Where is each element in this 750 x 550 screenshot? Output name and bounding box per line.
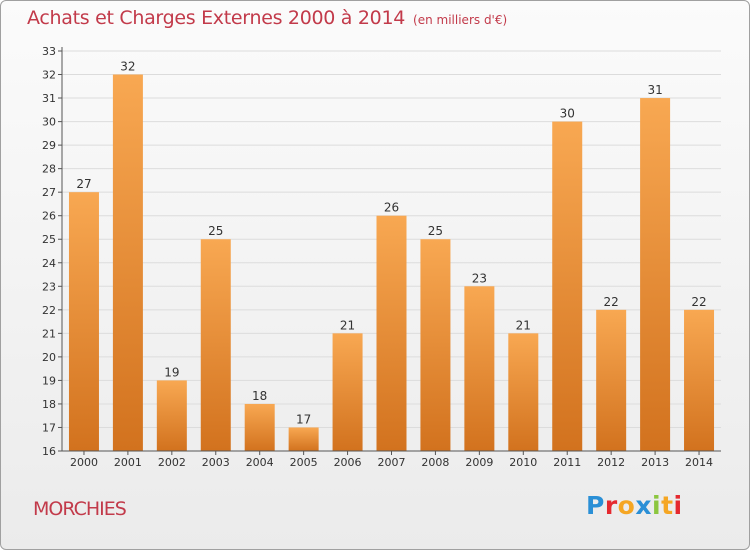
- unit-subtitle: (en milliers d'€): [413, 13, 508, 27]
- y-tick-label: 25: [42, 233, 56, 246]
- x-tick-label-2010: 2010: [509, 456, 537, 469]
- bar-2003: [200, 239, 231, 451]
- value-label-2005: 17: [296, 412, 311, 426]
- value-label-2000: 27: [76, 177, 91, 191]
- x-tick-label-2011: 2011: [553, 456, 581, 469]
- logo-letter: i: [652, 491, 662, 520]
- y-tick-label: 24: [42, 257, 56, 270]
- logo-letter: x: [635, 491, 652, 520]
- value-label-2004: 18: [252, 389, 267, 403]
- y-tick-label: 21: [42, 327, 56, 340]
- value-label-2010: 21: [516, 318, 531, 332]
- title-text: Achats et Charges Externes 2000 à 2014: [27, 7, 406, 29]
- value-label-2011: 30: [560, 107, 575, 121]
- x-tick-label-2006: 2006: [334, 456, 362, 469]
- value-label-2008: 25: [428, 224, 443, 238]
- x-tick-label-2004: 2004: [246, 456, 274, 469]
- bar-2012: [596, 309, 627, 451]
- value-label-2012: 22: [604, 295, 619, 309]
- x-tick-label-2005: 2005: [290, 456, 318, 469]
- value-label-2001: 32: [120, 60, 135, 74]
- value-label-2009: 23: [472, 271, 487, 285]
- labels-layer: 27 32 19 25 18 17 21 26 25 23 21 30 22 31 22: [76, 60, 706, 427]
- y-tick-label: 28: [42, 163, 56, 176]
- y-tick-label: 20: [42, 351, 56, 364]
- value-label-2007: 26: [384, 201, 399, 215]
- bar-2000: [68, 192, 99, 452]
- bar-2005: [288, 427, 319, 451]
- value-label-2014: 22: [691, 295, 706, 309]
- x-tick-label-2014: 2014: [685, 456, 713, 469]
- y-tick-label: 19: [42, 374, 56, 387]
- bar-2001: [112, 74, 143, 451]
- y-tick-label: 18: [42, 398, 56, 411]
- chart-title: Achats et Charges Externes 2000 à 2014 (e…: [27, 7, 507, 29]
- bar-2006: [332, 333, 363, 451]
- y-tick-label: 16: [42, 445, 56, 458]
- x-tick-label-2013: 2013: [641, 456, 669, 469]
- logo-letter: r: [604, 491, 618, 520]
- logo-letter: t: [661, 491, 674, 520]
- y-tick-label: 33: [42, 45, 56, 58]
- y-tick-label: 30: [42, 116, 56, 129]
- value-label-2006: 21: [340, 318, 355, 332]
- value-label-2003: 25: [208, 224, 223, 238]
- bar-2010: [508, 333, 539, 451]
- y-tick-label: 17: [42, 421, 56, 434]
- logo-letter: P: [586, 491, 605, 520]
- x-tick-label-2012: 2012: [597, 456, 625, 469]
- commune-name: MORCHIES: [33, 498, 127, 520]
- bar-2009: [464, 286, 495, 451]
- logo-letter: o: [617, 491, 636, 520]
- y-tick-label: 32: [42, 69, 56, 82]
- bar-2002: [156, 380, 187, 451]
- x-tick-label-2008: 2008: [421, 456, 449, 469]
- y-tick-label: 31: [42, 92, 56, 105]
- x-tick-label-2001: 2001: [114, 456, 142, 469]
- x-tick-label-2000: 2000: [70, 456, 98, 469]
- proxiti-logo: Proxiti: [586, 491, 683, 520]
- bar-2008: [420, 239, 451, 451]
- x-tick-label-2003: 2003: [202, 456, 230, 469]
- x-tick-label-2007: 2007: [378, 456, 406, 469]
- x-tick-label-2002: 2002: [158, 456, 186, 469]
- y-tick-label: 22: [42, 304, 56, 317]
- y-tick-label: 23: [42, 280, 56, 293]
- bar-2011: [552, 121, 583, 452]
- value-label-2002: 19: [164, 365, 179, 379]
- bar-2007: [376, 215, 407, 451]
- bar-2013: [640, 98, 671, 451]
- y-tick-label: 26: [42, 210, 56, 223]
- y-tick-label: 29: [42, 139, 56, 152]
- x-tick-label-2009: 2009: [465, 456, 493, 469]
- bar-2014: [684, 309, 715, 451]
- value-label-2013: 31: [647, 83, 662, 97]
- bar-2004: [244, 403, 275, 451]
- axis-layer: 16 17 18 19 20 21 22 23 24 25 26 27 28 29 30 31 32 33 2000…: [42, 45, 721, 469]
- logo-letter: i: [673, 491, 683, 520]
- y-tick-label: 27: [42, 186, 56, 199]
- bars-layer: [68, 74, 715, 452]
